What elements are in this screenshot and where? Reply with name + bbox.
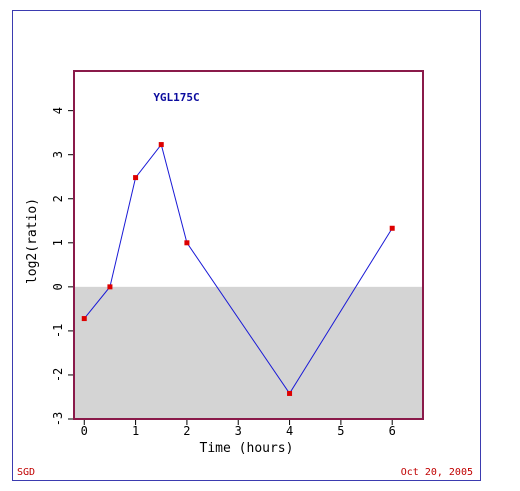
data-point <box>389 225 395 231</box>
x-tick-label: 5 <box>337 424 344 438</box>
data-point <box>158 142 164 148</box>
data-point <box>107 284 113 290</box>
negative-region-shade <box>74 286 423 419</box>
y-tick-label: 3 <box>51 151 65 158</box>
footer-source: SGD <box>17 467 36 478</box>
x-axis-label: Time (hours) <box>200 441 294 456</box>
x-tick-label: 3 <box>235 424 242 438</box>
y-tick-label: 0 <box>51 283 65 290</box>
data-point <box>133 175 139 181</box>
data-point <box>81 316 87 322</box>
y-tick-label: 1 <box>51 239 65 246</box>
y-tick-label: 2 <box>51 195 65 202</box>
x-tick-label: 6 <box>389 424 396 438</box>
y-tick-label: -1 <box>51 324 65 338</box>
x-tick-label: 0 <box>81 424 88 438</box>
x-tick-label: 1 <box>132 424 139 438</box>
data-point <box>287 390 293 396</box>
data-point <box>184 240 190 246</box>
y-tick-label: 4 <box>51 107 65 114</box>
y-tick-label: -3 <box>51 412 65 426</box>
footer-date: Oct 20, 2005 <box>400 467 473 478</box>
chart-title: YGL175C <box>153 91 199 104</box>
y-tick-label: -2 <box>51 368 65 382</box>
x-tick-label: 4 <box>286 424 293 438</box>
x-tick-label: 2 <box>183 424 190 438</box>
chart-frame <box>12 10 481 481</box>
plot-border <box>73 70 424 420</box>
y-axis-label: log2(ratio) <box>25 198 40 284</box>
